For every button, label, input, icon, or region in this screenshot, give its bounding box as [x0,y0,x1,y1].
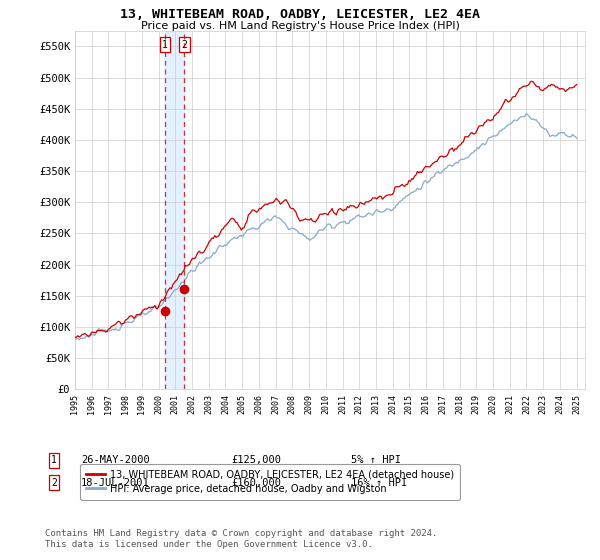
Text: 1: 1 [162,40,168,50]
Text: 2: 2 [181,40,187,50]
Text: 18-JUL-2001: 18-JUL-2001 [81,478,150,488]
Legend: 13, WHITEBEAM ROAD, OADBY, LEICESTER, LE2 4EA (detached house), HPI: Average pri: 13, WHITEBEAM ROAD, OADBY, LEICESTER, LE… [80,464,460,500]
Text: £160,000: £160,000 [231,478,281,488]
Text: 1: 1 [51,455,57,465]
Bar [165,31,184,389]
Text: 2: 2 [51,478,57,488]
Text: 26-MAY-2000: 26-MAY-2000 [81,455,150,465]
Text: Contains HM Land Registry data © Crown copyright and database right 2024.
This d: Contains HM Land Registry data © Crown c… [45,529,437,549]
Text: 5% ↑ HPI: 5% ↑ HPI [351,455,401,465]
Text: £125,000: £125,000 [231,455,281,465]
Text: Price paid vs. HM Land Registry's House Price Index (HPI): Price paid vs. HM Land Registry's House … [140,21,460,31]
Text: 16% ↑ HPI: 16% ↑ HPI [351,478,407,488]
Text: 13, WHITEBEAM ROAD, OADBY, LEICESTER, LE2 4EA: 13, WHITEBEAM ROAD, OADBY, LEICESTER, LE… [120,8,480,21]
